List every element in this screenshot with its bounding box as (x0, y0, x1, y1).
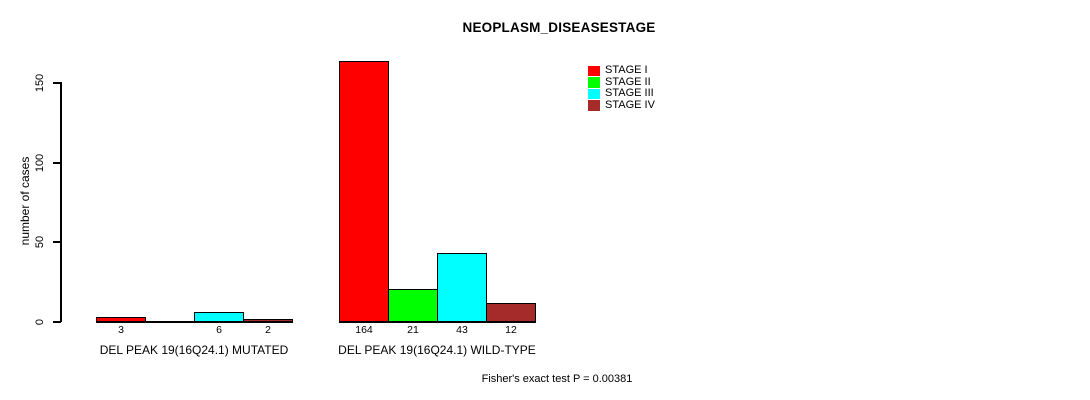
legend-item: STAGE II (588, 75, 655, 89)
legend-swatch-stage-i (588, 65, 600, 77)
bar-stage-i (339, 61, 389, 322)
bar-value-label: 2 (265, 324, 271, 336)
y-tick-mark (53, 321, 61, 323)
legend-item: STAGE IV (588, 100, 655, 112)
bar-value-label: 6 (216, 324, 222, 336)
legend-swatch-stage-ii (588, 77, 600, 88)
bar-value-label: 12 (505, 324, 517, 336)
legend-swatch-stage-iv (588, 100, 600, 111)
legend-label: STAGE I (605, 64, 648, 77)
y-tick-mark (53, 241, 61, 243)
legend-swatch-stage-iii (588, 88, 600, 100)
legend: STAGE I STAGE II STAGE III STAGE IV (588, 65, 655, 111)
legend-label: STAGE III (605, 87, 654, 100)
bar-value-label: 164 (355, 324, 373, 336)
y-tick-mark (53, 82, 61, 84)
bar-value-label: 21 (407, 324, 419, 336)
bar-stage-iii (194, 312, 244, 322)
bar-stage-i (96, 317, 146, 322)
y-tick-label: 100 (34, 153, 46, 173)
y-tick-label: 50 (34, 235, 46, 249)
legend-item: STAGE III (588, 88, 655, 100)
legend-label: STAGE II (605, 75, 651, 88)
legend-item: STAGE I (588, 65, 655, 77)
y-axis-title: number of cases (18, 156, 32, 246)
fisher-test-annotation: Fisher's exact test P = 0.00381 (481, 373, 633, 385)
y-tick-label: 0 (34, 318, 46, 326)
bar-value-label: 43 (456, 324, 468, 336)
bar-stage-iv (486, 303, 536, 322)
bar-stage-iv (243, 319, 293, 322)
x-category-label: DEL PEAK 19(16Q24.1) WILD-TYPE (338, 343, 536, 357)
bar-stage-ii (388, 289, 438, 322)
y-axis-line (60, 82, 62, 322)
legend-label: STAGE IV (605, 99, 655, 112)
y-tick-mark (53, 162, 61, 164)
chart-title: NEOPLASM_DISEASESTAGE (462, 20, 656, 35)
bar-stage-iii (437, 253, 487, 322)
bar-value-label: 3 (118, 324, 124, 336)
y-tick-label: 150 (34, 73, 46, 93)
x-category-label: DEL PEAK 19(16Q24.1) MUTATED (99, 343, 289, 357)
